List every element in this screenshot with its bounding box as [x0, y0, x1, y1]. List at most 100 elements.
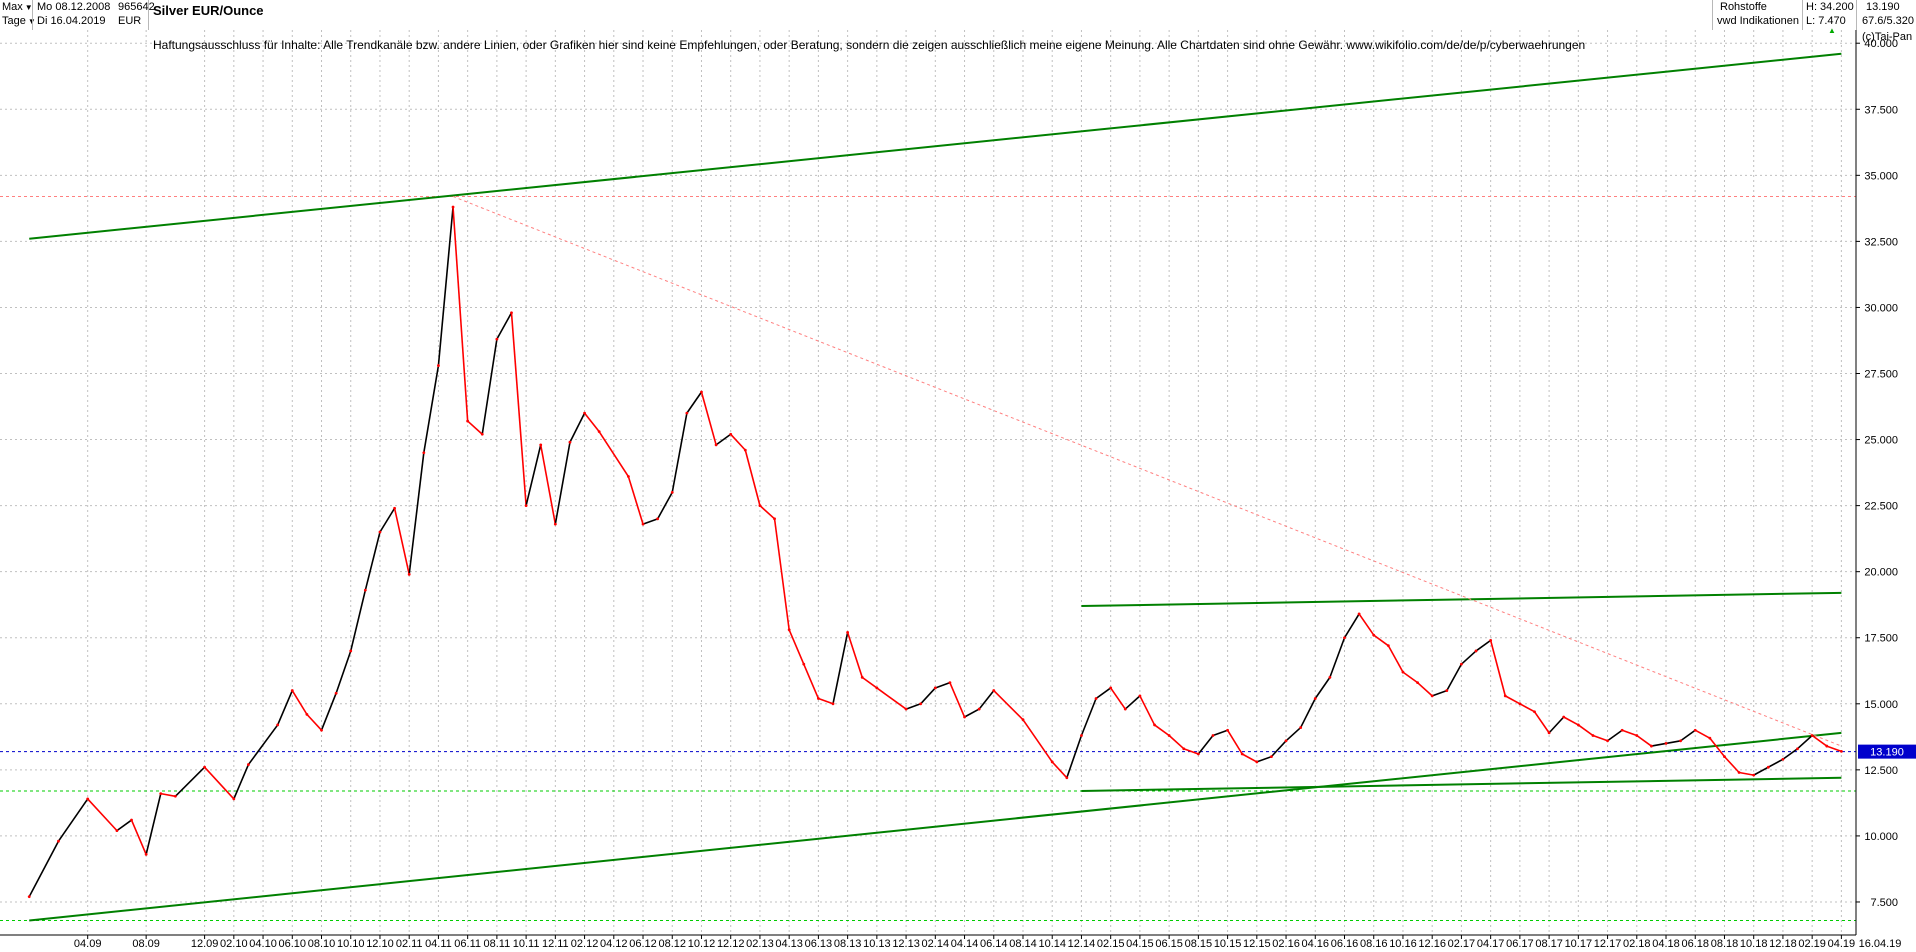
- price-point: [510, 311, 513, 315]
- price-segment: [1110, 687, 1126, 710]
- price-point: [1343, 636, 1346, 640]
- price-segment: [1080, 698, 1097, 736]
- x-tick-label: 12.11: [542, 938, 569, 950]
- price-segment: [818, 697, 834, 705]
- x-tick-label: 02.11: [396, 938, 423, 950]
- price-point: [758, 504, 762, 508]
- chart-header: Max ▼ Tage ▼ Mo 08.12.2008 Di 16.04.2019…: [0, 0, 1916, 43]
- x-tick-label: 08.11: [484, 938, 511, 950]
- price-segment: [496, 312, 513, 340]
- price-segment: [57, 798, 89, 842]
- last-price-tag: [1858, 744, 1916, 759]
- disclaimer-text: Haftungsausschluss für Inhalte: Alle Tre…: [153, 38, 1586, 52]
- price-point: [1708, 736, 1712, 740]
- x-tick-label: 04.18: [1652, 938, 1680, 950]
- trend-line: [29, 52, 1842, 240]
- x-tick-label: 06.10: [279, 938, 307, 950]
- price-point: [1679, 739, 1683, 743]
- x-tick-label: 08.16: [1360, 938, 1388, 950]
- price-point: [1240, 752, 1244, 756]
- price-point: [1591, 734, 1595, 737]
- price-segment: [569, 412, 586, 443]
- x-tick-label: 02.15: [1097, 938, 1125, 950]
- interval-select[interactable]: Tage ▼: [2, 15, 36, 28]
- price-segment: [744, 449, 761, 506]
- price-segment: [1592, 734, 1608, 742]
- price-segment: [846, 632, 863, 678]
- price-segment: [1577, 724, 1594, 737]
- price-segment: [964, 708, 980, 718]
- price-segment: [116, 819, 132, 832]
- price-point: [1313, 697, 1317, 700]
- price-segment: [1066, 735, 1083, 779]
- price-segment: [1270, 740, 1287, 758]
- high-label: H: 34.200: [1806, 1, 1854, 13]
- y-tick-label: 22.500: [1864, 501, 1898, 513]
- price-point: [656, 517, 660, 521]
- price-point: [422, 451, 426, 455]
- price-segment: [437, 206, 454, 366]
- wkn-label: 965642: [118, 1, 155, 13]
- x-tick-label: 12.16: [1418, 938, 1446, 950]
- price-segment: [452, 206, 469, 422]
- range-value: Max: [2, 1, 23, 13]
- price-point: [700, 390, 703, 394]
- last-price: 13.190: [1866, 1, 1900, 13]
- x-tick-label: 02.17: [1448, 938, 1476, 950]
- price-point: [1723, 755, 1726, 759]
- price-point: [173, 794, 177, 798]
- stats-label: 67.6/5.320: [1862, 15, 1914, 27]
- price-point: [1167, 734, 1171, 737]
- x-tick-label: 08.09: [132, 938, 160, 950]
- x-tick-label: 08.17: [1535, 938, 1563, 950]
- price-point: [1445, 689, 1449, 692]
- price-segment: [803, 663, 820, 699]
- price-segment: [788, 629, 805, 665]
- x-tick-label: 10.10: [337, 938, 365, 950]
- x-tick-label: 10.14: [1038, 938, 1066, 950]
- x-tick-label: 02.13: [746, 938, 774, 950]
- price-point: [743, 448, 747, 452]
- price-point: [1372, 633, 1376, 637]
- price-segment: [1022, 719, 1053, 763]
- price-point: [948, 681, 952, 685]
- price-segment: [174, 766, 206, 797]
- x-tick-label: 10.11: [513, 938, 540, 950]
- price-point: [670, 491, 674, 494]
- price-segment: [642, 518, 658, 525]
- price-segment: [1358, 613, 1375, 636]
- price-point: [480, 432, 484, 436]
- x-tick-label: 12.09: [191, 938, 219, 950]
- price-point: [1547, 731, 1551, 735]
- x-tick-label: 08.18: [1711, 938, 1739, 950]
- price-point: [816, 697, 820, 700]
- y-tick-label: 15.000: [1864, 699, 1898, 711]
- price-segment: [320, 692, 337, 731]
- y-tick-label: 27.500: [1864, 369, 1898, 381]
- range-select[interactable]: Max ▼: [2, 1, 33, 14]
- x-tick-label: 10.18: [1740, 938, 1768, 950]
- price-segment: [730, 433, 746, 451]
- price-point: [963, 715, 966, 719]
- y-tick-label: 17.500: [1864, 633, 1898, 645]
- price-segment: [1256, 755, 1272, 763]
- price-segment: [554, 442, 571, 525]
- x-tick-label: 08.13: [834, 938, 862, 950]
- price-segment: [247, 724, 279, 766]
- y-tick-label: 20.000: [1864, 567, 1898, 579]
- triangle-up-icon: ▲: [1828, 26, 1836, 35]
- price-point: [1839, 749, 1843, 753]
- price-point: [1460, 662, 1463, 666]
- x-tick-label: 08.14: [1009, 938, 1037, 950]
- trend-lines: [29, 52, 1842, 922]
- price-point: [568, 440, 572, 444]
- separator: [1802, 0, 1803, 30]
- price-segment: [233, 764, 250, 800]
- x-tick-label: 08.12: [658, 938, 686, 950]
- price-point: [1635, 734, 1639, 737]
- date-to: Di 16.04.2019: [37, 15, 106, 27]
- price-segment: [408, 452, 425, 575]
- price-segment: [160, 792, 176, 798]
- price-segment: [1168, 734, 1185, 750]
